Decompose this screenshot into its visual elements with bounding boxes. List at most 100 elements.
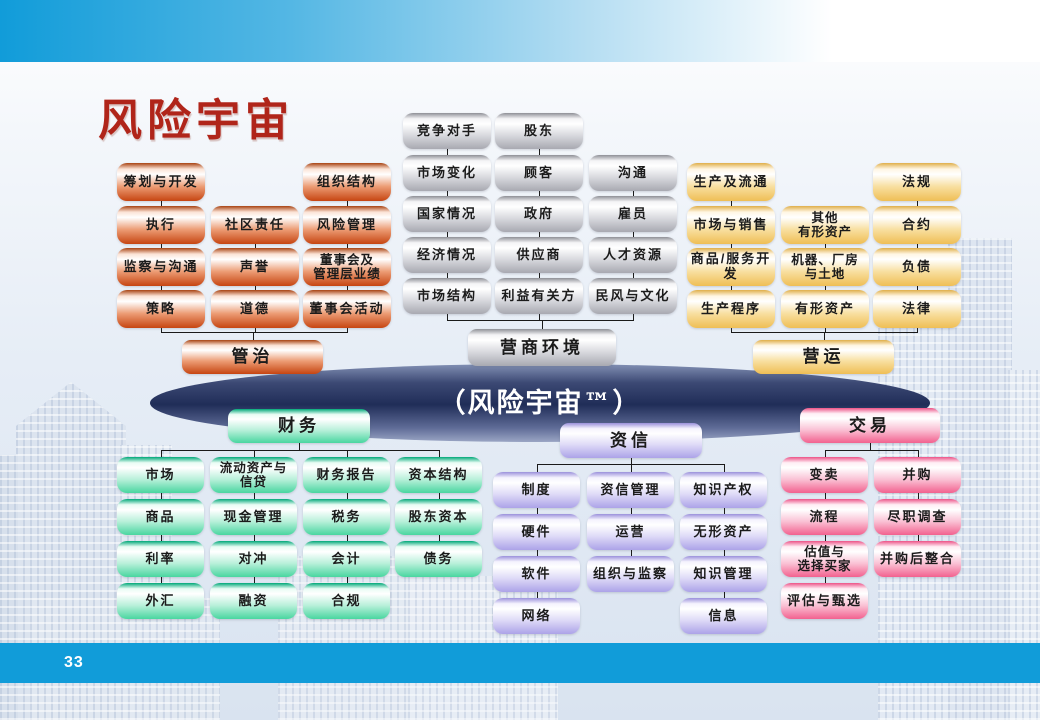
- box-connector: [161, 286, 162, 290]
- risk-box: 流动资产与 信贷: [210, 457, 297, 493]
- box-connector: [825, 577, 826, 583]
- box-connector: [347, 577, 348, 583]
- risk-box: 变卖: [781, 457, 868, 493]
- bracket-line: [536, 464, 725, 465]
- risk-box: 负债: [873, 248, 961, 286]
- column-stub: [825, 450, 826, 457]
- box-connector: [439, 493, 440, 499]
- risk-box: 其他 有形资产: [781, 206, 869, 244]
- box-connector: [539, 191, 540, 196]
- column-stub: [631, 464, 632, 472]
- risk-box: 评估与甄选: [781, 583, 868, 619]
- box-connector: [447, 232, 448, 237]
- box-connector: [447, 191, 448, 196]
- risk-box: 市场结构: [403, 278, 491, 314]
- risk-box: 经济情况: [403, 237, 491, 273]
- group-transactions-header: 交易: [800, 408, 940, 443]
- risk-box: 股东资本: [395, 499, 482, 535]
- risk-box: 现金管理: [210, 499, 297, 535]
- column-stub: [724, 464, 725, 472]
- header-stub: [824, 332, 825, 340]
- box-connector: [255, 286, 256, 290]
- column-stub: [537, 464, 538, 472]
- header-stub: [870, 443, 871, 451]
- slide-title: 风险宇宙: [98, 95, 294, 146]
- bottom-bar: 33: [0, 643, 1040, 683]
- risk-box: 商品: [117, 499, 204, 535]
- group-finance-header: 财务: [228, 409, 370, 443]
- header-stub: [631, 458, 632, 465]
- box-connector: [254, 493, 255, 499]
- risk-box: 监察与沟通: [117, 248, 205, 286]
- risk-box: 生产程序: [687, 290, 775, 328]
- box-connector: [731, 201, 732, 206]
- risk-box: 信息: [680, 598, 767, 634]
- risk-box: 组织结构: [303, 163, 391, 201]
- box-connector: [917, 286, 918, 290]
- box-connector: [724, 592, 725, 598]
- box-connector: [161, 201, 162, 206]
- box-connector: [447, 149, 448, 155]
- box-connector: [161, 535, 162, 541]
- box-connector: [917, 201, 918, 206]
- risk-box: 股东: [495, 113, 583, 149]
- risk-box: 沟通: [589, 155, 677, 191]
- risk-box: 知识产权: [680, 472, 767, 508]
- header-stub: [299, 443, 300, 451]
- risk-box: 组织与监察: [587, 556, 674, 592]
- column-stub: [633, 314, 634, 320]
- risk-box: 董事会及 管理层业绩: [303, 248, 391, 286]
- box-connector: [825, 493, 826, 499]
- box-connector: [347, 535, 348, 541]
- column-stub: [917, 328, 918, 332]
- risk-box: 董事会活动: [303, 290, 391, 328]
- box-connector: [161, 244, 162, 248]
- column-stub: [347, 450, 348, 457]
- box-connector: [537, 550, 538, 556]
- risk-box: 竞争对手: [403, 113, 491, 149]
- bracket-line: [447, 320, 634, 321]
- box-connector: [347, 244, 348, 248]
- group-business-header: 营商环境: [468, 329, 616, 366]
- risk-box: 并购后整合: [874, 541, 961, 577]
- box-connector: [537, 592, 538, 598]
- column-stub: [161, 328, 162, 332]
- box-connector: [254, 577, 255, 583]
- bracket-line: [160, 450, 440, 451]
- box-connector: [539, 232, 540, 237]
- page-number: 33: [64, 654, 84, 671]
- risk-box: 并购: [874, 457, 961, 493]
- risk-box: 财务报告: [303, 457, 390, 493]
- risk-box: 制度: [493, 472, 580, 508]
- box-connector: [161, 493, 162, 499]
- risk-box: 社区责任: [211, 206, 299, 244]
- box-connector: [825, 244, 826, 248]
- risk-box: 融资: [210, 583, 297, 619]
- box-connector: [631, 550, 632, 556]
- box-connector: [347, 286, 348, 290]
- risk-box: 法律: [873, 290, 961, 328]
- bracket-line: [161, 332, 348, 333]
- risk-box: 对冲: [210, 541, 297, 577]
- risk-box: 尽职调查: [874, 499, 961, 535]
- box-connector: [918, 535, 919, 541]
- risk-box: 软件: [493, 556, 580, 592]
- risk-box: 税务: [303, 499, 390, 535]
- risk-box: 硬件: [493, 514, 580, 550]
- risk-box: 法规: [873, 163, 961, 201]
- risk-box: 商品/服务开发: [687, 248, 775, 286]
- risk-box: 生产及流通: [687, 163, 775, 201]
- box-connector: [633, 232, 634, 237]
- box-connector: [537, 508, 538, 514]
- risk-box: 风险管理: [303, 206, 391, 244]
- box-connector: [917, 244, 918, 248]
- column-stub: [539, 314, 540, 320]
- risk-box: 债务: [395, 541, 482, 577]
- box-connector: [731, 286, 732, 290]
- risk-box: 知识管理: [680, 556, 767, 592]
- column-stub: [825, 328, 826, 332]
- bracket-line: [824, 450, 919, 451]
- top-gradient-bar: [0, 0, 1040, 62]
- box-connector: [918, 493, 919, 499]
- risk-box: 有形资产: [781, 290, 869, 328]
